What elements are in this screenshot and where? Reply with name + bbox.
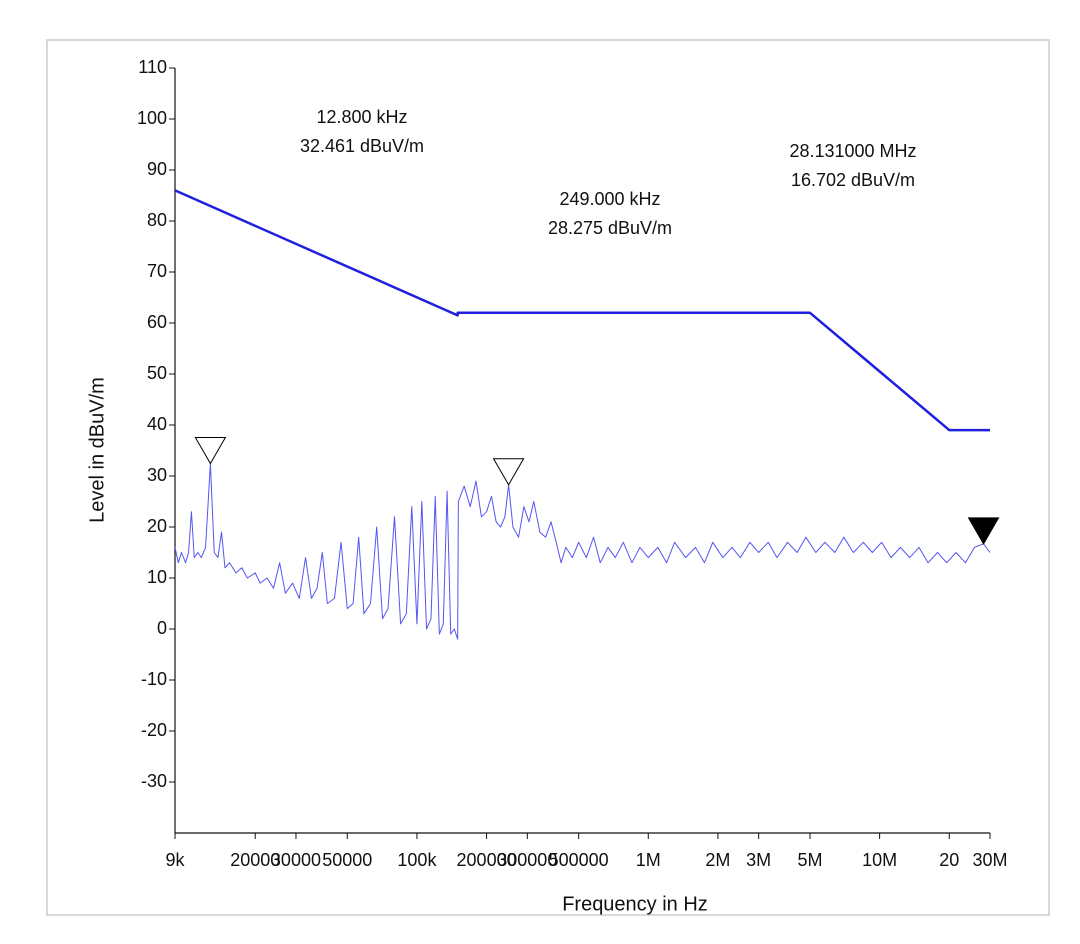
- x-tick-label: 3M: [746, 850, 771, 870]
- series-line: [174, 189, 990, 432]
- x-tick-label: 2M: [705, 850, 730, 870]
- y-axis-label: Level in dBuV/m: [86, 377, 108, 523]
- y-tick-label: 40: [147, 414, 167, 434]
- y-tick-label: -20: [141, 720, 167, 740]
- marker: [967, 517, 1000, 545]
- x-tick-label: 300000: [497, 850, 557, 870]
- x-tick-label: 10M: [862, 850, 897, 870]
- x-tick-label: 9k: [165, 850, 185, 870]
- series-line: [174, 462, 991, 640]
- y-tick-label: 10: [147, 567, 167, 587]
- x-tick-label: 1M: [636, 850, 661, 870]
- x-tick-label: 50000: [322, 850, 372, 870]
- y-tick-label: 100: [137, 108, 167, 128]
- frame: [46, 39, 1050, 916]
- marker-level: 32.461 dBuV/m: [300, 136, 424, 156]
- y-tick-label: 50: [147, 363, 167, 383]
- y-tick-label: 20: [147, 516, 167, 536]
- marker-level: 28.275 dBuV/m: [548, 218, 672, 238]
- y-tick-label: -30: [141, 771, 167, 791]
- y-tick-label: 0: [157, 618, 167, 638]
- y-tick-label: 110: [138, 57, 167, 77]
- marker: [194, 436, 227, 465]
- x-tick-label: 20000: [230, 850, 280, 870]
- x-tick-label: 30000: [271, 850, 321, 870]
- x-tick-label: 5M: [797, 850, 822, 870]
- x-tick-label: 200000: [457, 850, 517, 870]
- marker-level: 16.702 dBuV/m: [791, 170, 915, 190]
- marker: [492, 458, 525, 486]
- x-tick-label: 30M: [972, 850, 1007, 870]
- y-tick-label: 70: [147, 261, 167, 281]
- marker-frequency: 12.800 kHz: [316, 107, 407, 127]
- marker-frequency: 249.000 kHz: [559, 189, 660, 209]
- y-tick-label: 80: [147, 210, 167, 230]
- marker-frequency: 28.131000 MHz: [789, 141, 916, 161]
- x-axis-label: Frequency in Hz: [562, 893, 708, 915]
- y-tick-label: 30: [147, 465, 167, 485]
- x-tick-label: 500000: [549, 850, 609, 870]
- x-tick-label: 20: [939, 850, 959, 870]
- x-tick-label: 100k: [397, 850, 437, 870]
- y-tick-label: 90: [147, 159, 167, 179]
- y-tick-label: 60: [147, 312, 167, 332]
- y-tick-label: -10: [141, 669, 167, 689]
